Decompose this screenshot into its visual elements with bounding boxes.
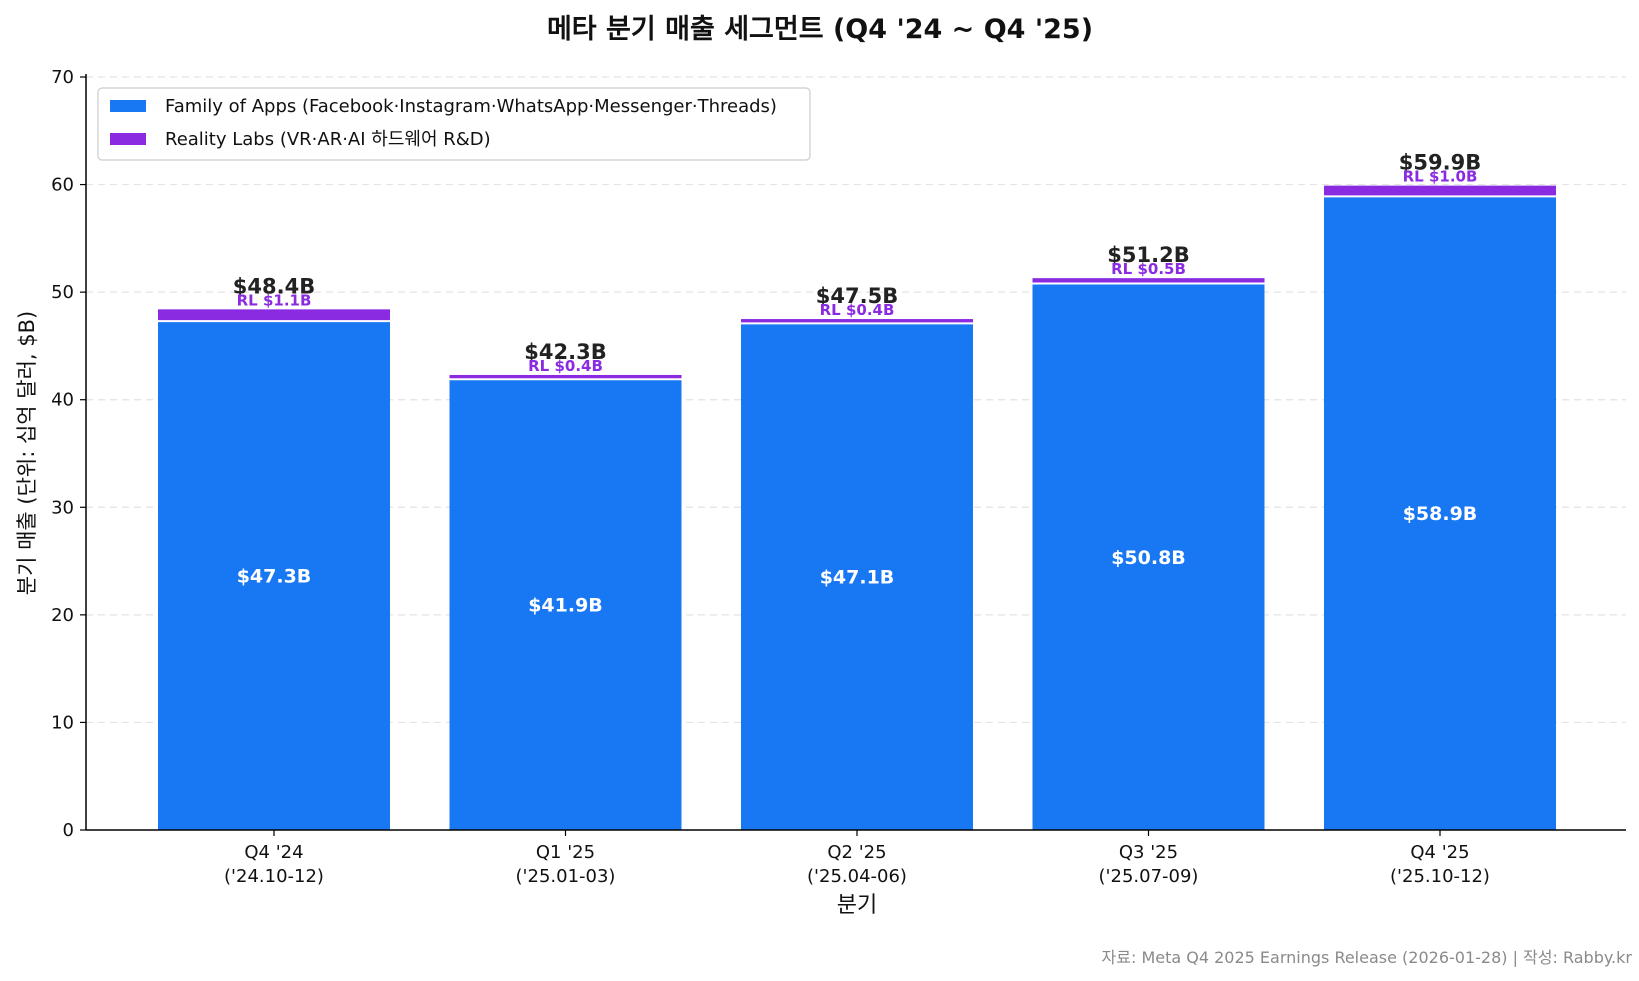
legend-swatch-family-of-apps [110,100,146,112]
reality-labs-value-label: RL $0.4B [820,301,895,319]
x-axis-label: 분기 [837,893,877,918]
source-note: 자료: Meta Q4 2025 Earnings Release (2026-… [1102,948,1633,967]
total-value-label: $51.2B [1107,243,1189,267]
family-value-label: $47.1B [820,567,895,589]
bar-reality-labs [158,309,390,322]
y-tick-label: 60 [51,175,74,196]
reality-labs-value-label: RL $1.1B [237,291,312,309]
bar-family-of-apps [1032,283,1265,831]
x-tick-label-period: ('25.07-09) [1099,866,1199,887]
bar-family-of-apps [449,379,682,830]
family-value-label: $58.9B [1403,503,1478,525]
y-tick-label: 10 [51,712,74,733]
total-value-label: $47.5B [816,284,898,308]
x-tick-label-period: ('25.10-12) [1390,866,1490,887]
family-value-label: $47.3B [237,566,312,588]
reality-labs-value-label: RL $0.5B [1111,260,1186,278]
axes-layer: 0 10 20 30 40 50 60 70 Q4 '24 ('24.10-12) Q1 '25 ('… [51,67,1626,887]
x-tick-label-period: ('25.04-06) [807,866,907,887]
bar-reality-labs [1032,278,1265,284]
x-tick-label-quarter: Q1 '25 [536,842,595,863]
family-value-label: $50.8B [1111,547,1186,569]
bar-family-of-apps [158,321,390,830]
y-tick-label: 30 [51,497,74,518]
y-tick-label: 70 [51,67,74,88]
bar-reality-labs [449,374,682,380]
bar-family-of-apps [741,323,973,830]
legend-label-reality-labs: Reality Labs (VR·AR·AI 하드웨어 R&D) [165,129,491,150]
y-tick-label: 40 [51,390,74,411]
x-tick-label-period: ('25.01-03) [516,866,616,887]
total-value-label: $48.4B [233,274,315,298]
bar-reality-labs [741,319,973,324]
total-value-label: $59.9B [1399,151,1481,175]
x-tick-label-quarter: Q2 '25 [827,842,886,863]
y-axis-label: 분기 매출 (단위: 십억 달러, $B) [15,311,39,595]
legend-frame [97,87,811,161]
total-value-label: $42.3B [524,340,606,364]
x-tick-label-quarter: Q4 '25 [1410,842,1469,863]
legend-label-family-of-apps: Family of Apps (Facebook·Instagram·Whats… [165,96,777,117]
bar-family-of-apps [1324,196,1556,830]
reality-labs-value-label: RL $1.0B [1403,168,1478,186]
x-tick-label-quarter: Q4 '24 [244,842,303,863]
chart-title: 메타 분기 매출 세그먼트 (Q4 '24 ~ Q4 '25) [547,14,1093,45]
reality-labs-value-label: RL $0.4B [528,357,603,375]
x-tick-label-period: ('24.10-12) [224,866,324,887]
legend-swatch-reality-labs [110,133,146,145]
legend: Family of Apps (Facebook·Instagram·Whats… [97,87,811,161]
y-tick-label: 20 [51,605,74,626]
x-tick-label-quarter: Q3 '25 [1119,842,1178,863]
y-tick-label: 50 [51,282,74,303]
bar-reality-labs [1324,185,1556,197]
y-tick-label: 0 [63,820,74,841]
family-value-label: $41.9B [528,595,603,617]
bars-layer [158,185,1556,831]
